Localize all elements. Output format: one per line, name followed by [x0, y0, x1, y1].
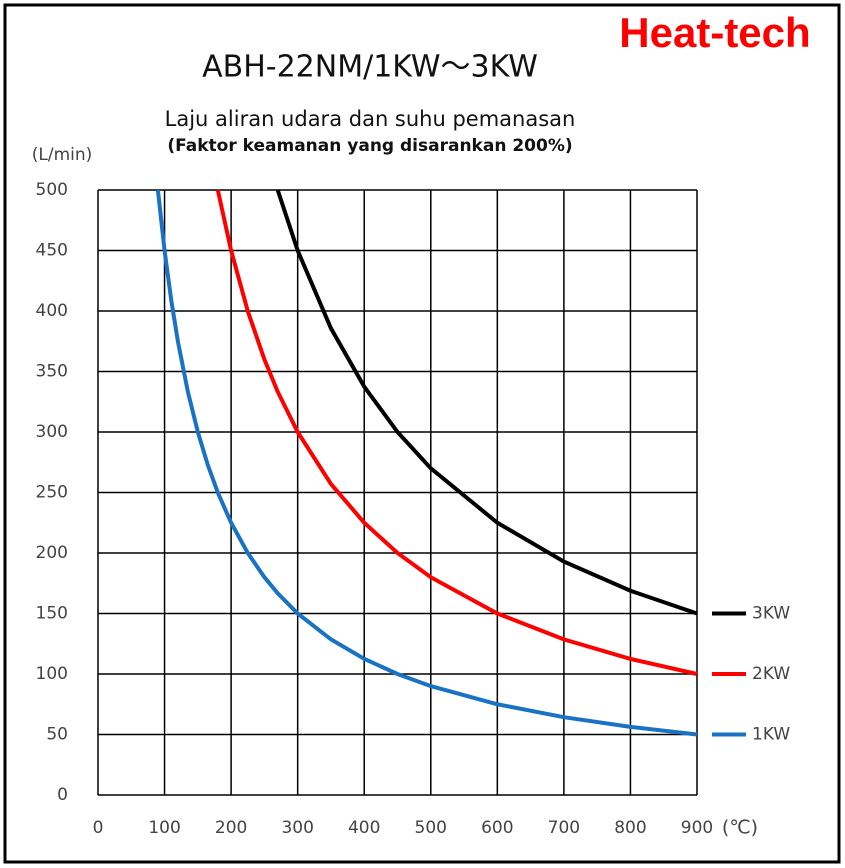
y-tick-label: 150	[36, 604, 68, 624]
y-tick-label: 500	[36, 180, 68, 200]
x-tick-label: 200	[215, 818, 247, 838]
chart-title: ABH-22NM/1KW～3KW	[202, 50, 538, 85]
x-tick-label: 0	[93, 818, 104, 838]
x-tick-label: 900	[681, 818, 713, 838]
brand: Heat-tech	[619, 9, 810, 56]
y-tick-label: 100	[36, 664, 68, 684]
x-axis-label: (℃)	[722, 817, 758, 839]
x-tick-label: 300	[281, 818, 313, 838]
legend-label: 3KW	[752, 604, 790, 624]
x-tick-label: 500	[415, 818, 447, 838]
data-line	[215, 189, 698, 676]
frame	[3, 3, 841, 864]
chart-note: (Faktor keamanan yang disarankan 200%)	[167, 136, 572, 156]
y-tick-label: 350	[36, 362, 68, 382]
chart-subtitle: Laju aliran udara dan suhu pemanasan	[165, 107, 576, 131]
y-tick-label: 0	[57, 785, 68, 805]
y-tick-label: 450	[36, 241, 68, 261]
x-tick-label: 800	[614, 818, 646, 838]
x-tick-label: 600	[481, 818, 513, 838]
legend-label: 2KW	[752, 664, 790, 684]
y-tick-label: 400	[36, 301, 68, 321]
data-line	[155, 189, 698, 737]
y-tick-label: 200	[36, 543, 68, 563]
y-tick-label: 300	[36, 422, 68, 442]
y-axis-label: (L/min)	[32, 145, 93, 165]
x-tick-label: 700	[548, 818, 580, 838]
y-tick-label: 50	[46, 725, 68, 745]
data-line	[275, 189, 698, 616]
x-tick-label: 100	[148, 818, 180, 838]
x-tick-label: 400	[348, 818, 380, 838]
y-tick-label: 250	[36, 483, 68, 503]
legend-label: 1KW	[752, 725, 790, 745]
